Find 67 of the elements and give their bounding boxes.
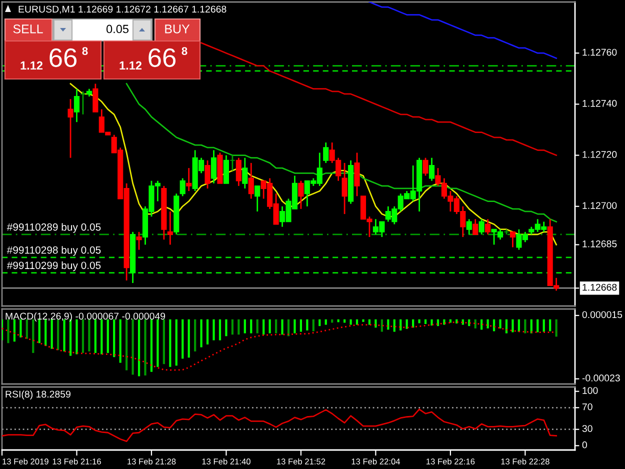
annotation: BUY [165,24,190,34]
y-tick-label: 100 [582,387,598,394]
candlestick [422,157,428,176]
annotation: SELL [13,24,43,34]
x-tick-label: 13 Feb 21:28 [128,458,176,464]
annotation: 66 [50,48,77,68]
x-tick-label: 13 Feb 21:52 [277,458,326,464]
candlestick [254,185,260,212]
y-tick-label: 0 [582,441,587,448]
line-series [200,42,558,156]
candlestick [230,154,236,172]
y-tick-label: -0.00023 [582,374,620,382]
x-tick-label: 13 Feb 21:16 [52,458,101,464]
candlestick [428,157,435,182]
candlestick [342,162,348,215]
y-tick-label: 1.12720 [582,151,617,158]
annotation: 66 [148,48,176,68]
y-tick-label: 0.000015 [582,311,622,318]
x-tick-label: 13 Feb 2019 [2,458,48,464]
candlestick [478,218,484,236]
line-series [126,83,558,222]
candlestick [248,162,254,200]
candlestick [298,180,304,210]
annotation: 0.05 [106,24,129,34]
y-tick-label: 30 [582,425,592,432]
chart-title: MACD(12,26,9) -0.000067 -0.000049 [6,312,166,322]
x-tick-label: 13 Feb 22:04 [352,458,400,464]
candlestick [186,167,192,192]
line-series [2,321,558,371]
candlestick [180,178,186,197]
candlestick [80,90,86,116]
annotation: 1.12 [20,61,43,70]
annotation: 1.12 [120,61,142,70]
candlestick [466,218,472,236]
candlestick [204,160,210,190]
annotation: 8 [182,47,188,55]
line-series [368,2,558,59]
x-tick-label: 13 Feb 21:40 [202,458,250,464]
y-tick-label: 1.12760 [582,48,617,56]
candlestick [167,210,173,246]
candlestick [210,149,217,184]
chart-title: RSI(8) 18.2859 [6,390,70,400]
candlestick [323,142,329,164]
ref-line-label: #99110289 buy 0.05 [6,223,101,233]
candlestick [485,218,491,236]
y-tick-label: 1.12668 [582,284,617,291]
x-tick-label: 13 Feb 22:28 [501,458,550,464]
y-tick-label: 1.12740 [582,100,617,107]
candlestick [68,98,74,159]
candlestick [472,218,478,236]
ref-line-label: #99110298 buy 0.05 [6,246,101,256]
annotation: 8 [82,47,88,55]
line-series [2,408,558,442]
candlestick [136,231,142,250]
y-tick-label: 1.12685 [582,240,617,248]
candlestick [242,157,248,190]
candlestick [354,152,360,197]
x-tick-label: 13 Feb 22:16 [426,458,475,464]
y-tick-label: 1.12700 [582,202,617,209]
chart-title: EURUSD,M1 1.12669 1.12672 1.12667 1.12668 [18,6,226,14]
y-tick-label: 70 [582,403,592,410]
ref-line-label: #99110299 buy 0.05 [6,261,101,272]
candlestick [510,231,516,248]
candlestick [223,154,230,184]
candlestick [92,83,98,113]
candlestick [236,157,242,187]
candlestick [74,88,80,123]
